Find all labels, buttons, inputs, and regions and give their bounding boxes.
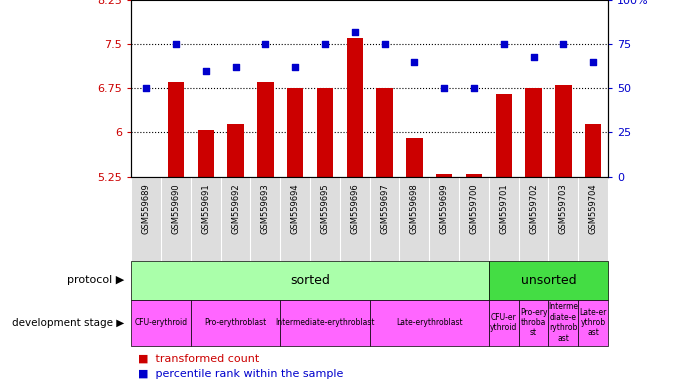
Text: GSM559698: GSM559698 [410, 184, 419, 234]
Bar [316, 88, 333, 177]
Point [200, 68, 211, 74]
Text: GSM559690: GSM559690 [171, 184, 180, 234]
Point [349, 29, 360, 35]
Bar [131, 300, 191, 346]
Point [439, 85, 450, 91]
Text: GSM559691: GSM559691 [201, 184, 210, 234]
Bar [519, 300, 549, 346]
Bar [168, 83, 184, 177]
Bar [347, 38, 363, 177]
Point [587, 59, 598, 65]
Text: GSM559703: GSM559703 [559, 184, 568, 234]
Point [141, 85, 152, 91]
Bar [489, 300, 519, 346]
Bar [406, 138, 423, 177]
Text: Intermediate-erythroblast: Intermediate-erythroblast [275, 318, 375, 327]
Bar [191, 300, 281, 346]
Point [319, 41, 330, 47]
Text: CFU-erythroid: CFU-erythroid [135, 318, 188, 327]
Bar [370, 300, 489, 346]
Text: GSM559696: GSM559696 [350, 184, 359, 234]
Point [290, 64, 301, 70]
Bar [377, 88, 392, 177]
Text: unsorted: unsorted [521, 274, 576, 287]
Text: GSM559697: GSM559697 [380, 184, 389, 234]
Point [171, 41, 182, 47]
Point [498, 41, 509, 47]
Text: GSM559694: GSM559694 [291, 184, 300, 234]
Point [558, 41, 569, 47]
Point [230, 64, 241, 70]
Text: GSM559693: GSM559693 [261, 184, 270, 234]
Point [468, 85, 480, 91]
Bar [495, 94, 512, 177]
Text: GSM559695: GSM559695 [321, 184, 330, 234]
Point [379, 41, 390, 47]
Point [409, 59, 420, 65]
Text: ■  percentile rank within the sample: ■ percentile rank within the sample [138, 369, 343, 379]
Bar [466, 174, 482, 177]
Text: GSM559700: GSM559700 [469, 184, 478, 234]
Bar [578, 300, 608, 346]
Text: GSM559692: GSM559692 [231, 184, 240, 234]
Text: GSM559701: GSM559701 [500, 184, 509, 234]
Text: Pro-ery
throba
st: Pro-ery throba st [520, 308, 547, 338]
Text: ■  transformed count: ■ transformed count [138, 354, 259, 364]
Text: Interme
diate-e
rythrob
ast: Interme diate-e rythrob ast [549, 303, 578, 343]
Text: GSM559699: GSM559699 [439, 184, 448, 234]
Bar [525, 88, 542, 177]
Bar [227, 124, 244, 177]
Text: protocol ▶: protocol ▶ [67, 275, 124, 285]
Text: GSM559704: GSM559704 [589, 184, 598, 234]
Bar [489, 261, 608, 300]
Bar [549, 300, 578, 346]
Text: Pro-erythroblast: Pro-erythroblast [205, 318, 267, 327]
Bar [198, 129, 214, 177]
Bar [287, 88, 303, 177]
Bar [436, 174, 453, 177]
Bar [257, 83, 274, 177]
Bar [281, 300, 370, 346]
Text: development stage ▶: development stage ▶ [12, 318, 124, 328]
Bar [131, 261, 489, 300]
Point [528, 53, 539, 60]
Bar [585, 124, 601, 177]
Text: Late-er
ythrob
ast: Late-er ythrob ast [580, 308, 607, 338]
Bar [555, 85, 571, 177]
Text: Late-erythroblast: Late-erythroblast [396, 318, 462, 327]
Text: GSM559702: GSM559702 [529, 184, 538, 234]
Text: GSM559689: GSM559689 [142, 184, 151, 234]
Point [260, 41, 271, 47]
Text: CFU-er
ythroid: CFU-er ythroid [490, 313, 518, 332]
Text: sorted: sorted [290, 274, 330, 287]
